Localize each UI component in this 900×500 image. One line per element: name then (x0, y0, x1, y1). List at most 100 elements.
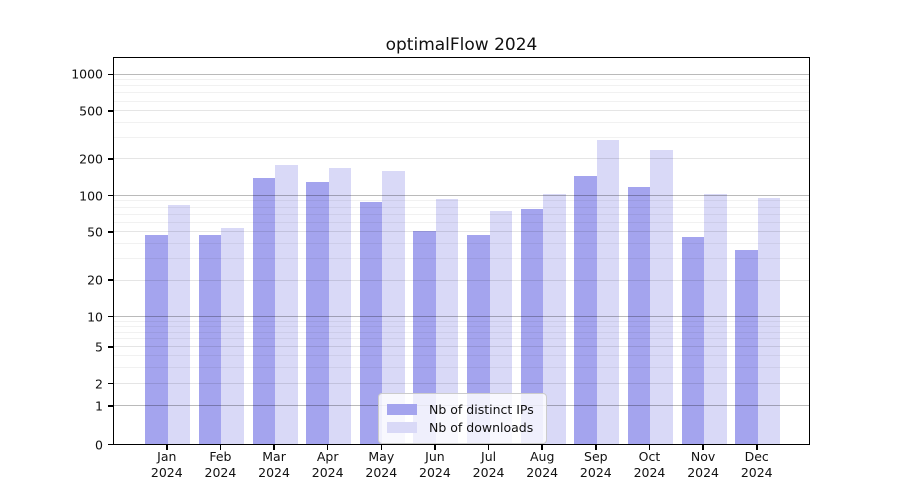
x-tick-label-oct: Oct 2024 (633, 449, 666, 480)
legend-swatch-downloads (387, 422, 417, 433)
bar-distinct-ips-apr (306, 181, 329, 444)
x-tick-mark (273, 445, 275, 450)
gridline-20 (114, 279, 809, 281)
y-tick-label: 1000 (71, 66, 103, 82)
bar-distinct-ips-oct (627, 186, 651, 444)
gridline-50 (114, 231, 809, 233)
y-tick-mark (108, 231, 113, 233)
gridline-3 (114, 366, 809, 368)
x-tick-label-jul: Jul 2024 (472, 449, 505, 480)
x-tick-mark (595, 445, 597, 450)
x-tick-label-jun: Jun 2024 (419, 449, 451, 480)
y-tick-label: 20 (87, 272, 103, 288)
gridline-10 (114, 316, 809, 318)
x-tick-mark (755, 445, 758, 450)
x-tick-label-sep: Sep 2024 (579, 449, 612, 480)
bar-downloads-jul (489, 211, 513, 444)
x-tick-mark (541, 445, 543, 450)
y-tick-mark (108, 279, 113, 281)
bar-downloads-feb (221, 227, 244, 444)
bar-downloads-aug (543, 193, 566, 444)
bar-distinct-ips-jul (467, 234, 490, 444)
x-tick-mark (380, 445, 383, 450)
bar-downloads-apr (328, 167, 352, 444)
y-tick-label: 2 (95, 376, 103, 391)
bar-downloads-sep (596, 140, 620, 444)
bar-downloads-jan (167, 204, 191, 444)
gridline-700 (114, 92, 809, 94)
x-tick-mark (219, 445, 222, 450)
bar-distinct-ips-sep (574, 176, 597, 444)
gridline-8 (114, 325, 809, 327)
gridline-4 (114, 355, 809, 357)
x-tick-label-apr: Apr 2024 (311, 449, 344, 480)
y-tick-label: 0 (95, 437, 103, 452)
y-tick-mark (108, 73, 113, 76)
x-tick-mark (166, 445, 168, 450)
gridline-5 (114, 346, 809, 348)
x-tick-label-nov: Nov 2024 (687, 449, 719, 480)
legend-swatch-distinct-ips (387, 404, 417, 415)
gridline-30 (114, 258, 809, 260)
legend-label-distinct-ips: Nb of distinct IPs (429, 402, 534, 417)
bar-downloads-oct (650, 150, 673, 444)
y-tick-mark (108, 315, 113, 318)
gridline-100 (114, 194, 809, 196)
y-tick-label: 1 (95, 398, 103, 414)
gridline-200 (114, 158, 809, 160)
gridline-9 (114, 320, 809, 322)
x-tick-mark (487, 445, 490, 450)
x-tick-mark (326, 445, 329, 450)
gridline-900 (114, 79, 809, 81)
x-tick-label-feb: Feb 2024 (204, 449, 237, 480)
y-tick-label: 200 (79, 151, 103, 167)
x-tick-label-may: May 2024 (365, 449, 398, 480)
legend-item-downloads: Nb of downloads (387, 419, 538, 436)
bar-distinct-ips-mar (252, 178, 276, 444)
gridline-500 (114, 110, 809, 112)
y-tick-mark (108, 346, 113, 348)
x-tick-mark (434, 445, 436, 450)
bar-downloads-jun (435, 199, 459, 444)
y-tick-label: 10 (87, 309, 103, 325)
gridline-7 (114, 331, 809, 333)
bar-downloads-dec (757, 197, 781, 444)
legend-label-downloads: Nb of downloads (429, 420, 534, 435)
bar-downloads-nov (704, 194, 727, 444)
gridline-90 (114, 200, 809, 202)
gridline-1000 (114, 73, 809, 75)
bar-distinct-ips-jun (413, 230, 436, 444)
y-tick-mark (108, 194, 113, 197)
y-tick-mark (108, 382, 113, 385)
x-tick-mark (648, 445, 651, 450)
legend-item-distinct-ips: Nb of distinct IPs (387, 401, 538, 418)
plot-area (113, 57, 810, 445)
y-tick-label: 100 (79, 188, 103, 203)
x-tick-label-dec: Dec 2024 (740, 449, 773, 480)
y-tick-mark (108, 443, 113, 446)
chart-title: optimalFlow 2024 (385, 35, 538, 55)
bar-distinct-ips-may (359, 202, 383, 444)
gridline-70 (114, 213, 809, 215)
bar-distinct-ips-aug (520, 209, 544, 444)
y-tick-label: 50 (87, 224, 103, 240)
gridline-2 (114, 382, 809, 384)
x-tick-mark (702, 445, 704, 450)
bar-distinct-ips-feb (198, 234, 222, 444)
bar-distinct-ips-dec (735, 249, 758, 444)
bar-distinct-ips-nov (681, 236, 705, 444)
gridline-600 (114, 100, 809, 102)
y-tick-mark (108, 158, 113, 160)
gridline-800 (114, 85, 809, 87)
y-tick-mark (108, 405, 113, 407)
gridline-6 (114, 338, 809, 340)
y-tick-mark (108, 109, 113, 112)
gridline-300 (114, 137, 809, 139)
gridline-60 (114, 221, 809, 223)
x-tick-label-jan: Jan 2024 (150, 449, 183, 480)
x-tick-label-mar: Mar 2024 (258, 449, 290, 480)
y-tick-label: 500 (79, 103, 103, 119)
gridline-80 (114, 206, 809, 208)
x-tick-label-aug: Aug 2024 (526, 449, 559, 480)
